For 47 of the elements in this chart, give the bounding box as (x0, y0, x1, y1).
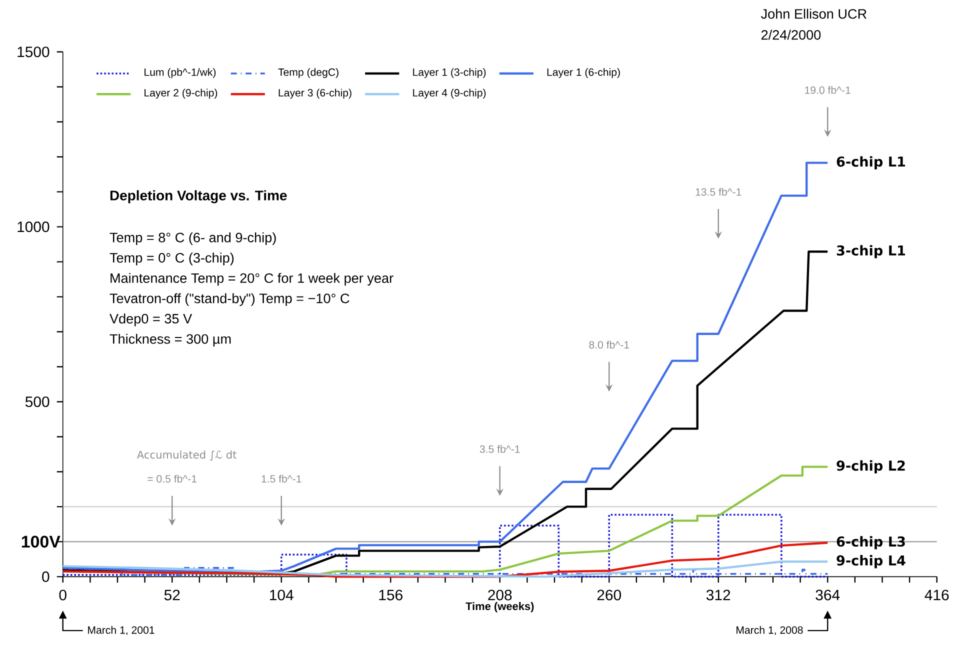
x-tick-label: 104 (270, 590, 294, 601)
annotation: 13.5 fb^-1 (696, 188, 742, 196)
y-tick-label: 1000 (18, 222, 50, 232)
annotation: Temp = 8° C (6- and 9-chip) (110, 232, 276, 246)
annotation: 1.5 fb^-1 (262, 475, 302, 483)
text: 2/24/2000 (761, 30, 821, 40)
x-tick-label: 52 (164, 590, 180, 601)
annotation: = 0.5 fb^-1 (148, 475, 197, 483)
annotation: Vdep0 = 35 V (110, 314, 192, 326)
legend-label: Layer 3 (6-chip) (278, 89, 352, 99)
annotation: Maintenance Temp = 20° C for 1 week per year (110, 273, 394, 286)
annotation: 8.0 fb^-1 (589, 341, 629, 349)
line-series (62, 560, 829, 578)
legend-label: Lum (pb^-1/wk) (144, 68, 216, 78)
y-tick-label: 500 (25, 396, 50, 408)
annotation: Thickness = 300 µm (110, 334, 231, 347)
annotation: 9-chip L4 (836, 555, 906, 568)
x-tick-label: 156 (379, 590, 402, 601)
x-tick-label: 0 (59, 590, 66, 601)
x-tick-label: 260 (597, 590, 622, 601)
x-tick-label: 364 (816, 590, 840, 601)
annotation: 6-chip L1 (836, 156, 906, 170)
annotation: 3-chip L1 (836, 245, 906, 258)
text: Depletion Voltage vs. Time (110, 190, 287, 204)
annotation: 9-chip L2 (836, 460, 905, 474)
annotation: Temp = 0° C (3-chip) (110, 252, 234, 266)
x-tick-label: 416 (924, 590, 949, 601)
line-series (62, 542, 829, 578)
legend-label: Layer 2 (9-chip) (144, 89, 218, 99)
y-tick-label: 0 (42, 572, 50, 582)
annotation: Accumulated ∫ℒ dt (136, 450, 237, 462)
legend-label: Layer 1 (3-chip) (413, 68, 486, 78)
x-axis-title: Time (weeks) (466, 602, 534, 613)
legend-label: Temp (degC) (278, 68, 338, 78)
annotation: Tevatron-off ("stand-by") Temp = −10° C (110, 294, 350, 306)
annotation: 19.0 fb^-1 (805, 86, 850, 94)
ref-line-label: 100V (22, 536, 60, 548)
legend-label: Layer 1 (6-chip) (547, 68, 620, 78)
legend-label: Layer 4 (9-chip) (413, 89, 486, 99)
x-tick-label: 312 (706, 590, 730, 601)
y-tick-label: 1500 (18, 46, 50, 58)
text: March 1, 2008 (736, 626, 803, 636)
annotation: 3.5 fb^-1 (480, 445, 520, 454)
text: John Ellison UCR (761, 9, 866, 19)
text: March 1, 2001 (88, 626, 154, 636)
annotation: 6-chip L3 (836, 536, 905, 550)
x-tick-label: 208 (488, 590, 512, 601)
